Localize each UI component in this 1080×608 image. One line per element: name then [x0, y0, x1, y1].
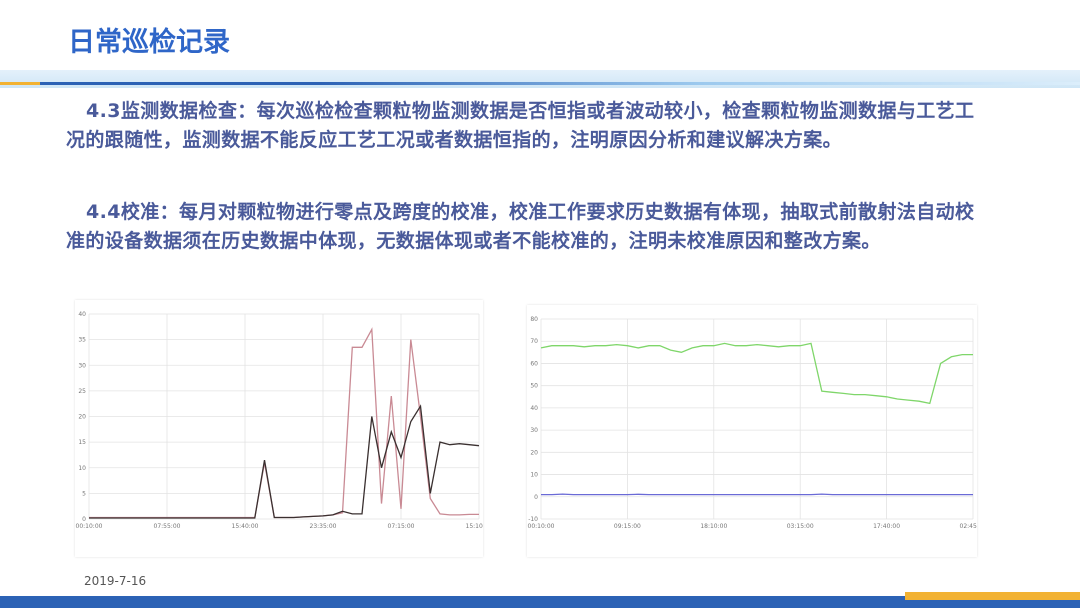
x-tick-label: 00:10:00 — [528, 523, 555, 530]
header-line — [0, 82, 1080, 85]
x-tick-label: 02:45:00 — [960, 523, 977, 530]
paragraph: 4.3监测数据检查：每次巡检检查颗粒物监测数据是否恒指或者波动较小，检查颗粒物监… — [66, 100, 975, 151]
series-line — [540, 342, 973, 405]
y-tick-label: 0 — [82, 516, 86, 523]
y-tick-label: 20 — [530, 449, 538, 456]
x-tick-label: 17:40:00 — [873, 523, 900, 530]
slide-title: 日常巡检记录 — [68, 27, 230, 58]
header-band — [0, 70, 1080, 88]
x-tick-label: 07:15:00 — [388, 523, 415, 530]
y-tick-label: 30 — [530, 427, 538, 434]
footer-accent — [905, 592, 1080, 600]
x-tick-label: 15:10:00 — [466, 523, 483, 530]
x-tick-label: 00:10:00 — [76, 523, 103, 530]
y-tick-label: -10 — [528, 516, 538, 523]
y-tick-label: 15 — [78, 439, 86, 446]
y-tick-label: 35 — [78, 337, 86, 344]
paragraph: 4.4校准：每月对颗粒物进行零点及跨度的校准，校准工作要求历史数据有体现，抽取式… — [66, 201, 975, 252]
y-tick-label: 10 — [78, 465, 86, 472]
series-line — [89, 327, 479, 519]
x-tick-label: 03:15:00 — [787, 523, 814, 530]
y-tick-label: 40 — [78, 311, 86, 318]
series-line — [89, 404, 480, 519]
y-tick-label: 60 — [530, 360, 538, 367]
chart: 0 5 10 15 20 25 30 35 40 00:10:00 07:55:00 15:40:00… — [75, 300, 483, 557]
series-line — [541, 493, 973, 496]
y-tick-label: 50 — [530, 383, 538, 390]
y-tick-label: 0 — [534, 494, 538, 501]
y-tick-label: 25 — [78, 388, 86, 395]
y-tick-label: 80 — [530, 316, 538, 323]
y-tick-label: 20 — [78, 414, 86, 421]
date: 2019-7-16 — [84, 574, 147, 588]
x-tick-label: 09:15:00 — [614, 523, 641, 530]
y-tick-label: 70 — [530, 338, 538, 345]
x-tick-label: 23:35:00 — [310, 523, 337, 530]
x-tick-label: 18:10:00 — [700, 523, 727, 530]
y-tick-label: 5 — [82, 490, 86, 497]
footer-bar — [0, 596, 1080, 608]
x-tick-label: 15:40:00 — [232, 523, 259, 530]
chart: -10 0 10 20 30 40 50 60 70 80 00:10:00 09:15:00 18:1… — [527, 305, 977, 557]
y-tick-label: 40 — [530, 405, 538, 412]
x-tick-label: 07:55:00 — [154, 523, 181, 530]
y-tick-label: 30 — [78, 362, 86, 369]
y-tick-label: 10 — [530, 472, 538, 479]
